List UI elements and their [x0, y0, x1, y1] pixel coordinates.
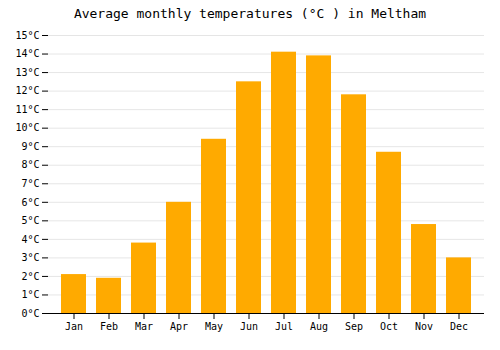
svg-text:Mar: Mar: [135, 321, 153, 332]
svg-text:Apr: Apr: [170, 321, 188, 332]
svg-text:15°C: 15°C: [15, 30, 39, 41]
svg-text:Jun: Jun: [240, 321, 258, 332]
svg-text:Feb: Feb: [100, 321, 118, 332]
svg-text:Jul: Jul: [275, 321, 293, 332]
svg-text:5°C: 5°C: [21, 215, 39, 226]
svg-text:Nov: Nov: [415, 321, 433, 332]
html-text:Average monthly temperatures (: Average monthly temperatures (°C ) in Me…: [73, 6, 427, 21]
svg-text:Sep: Sep: [345, 321, 363, 332]
svg-text:7°C: 7°C: [21, 178, 39, 189]
svg-text:0°C: 0°C: [21, 308, 39, 319]
svg-text:11°C: 11°C: [15, 104, 39, 115]
svg-text:4°C: 4°C: [21, 234, 39, 245]
svg-text:3°C: 3°C: [21, 252, 39, 263]
svg-text:8°C: 8°C: [21, 159, 39, 170]
svg-text:2°C: 2°C: [21, 271, 39, 282]
svg-text:12°C: 12°C: [15, 85, 39, 96]
svg-text:May: May: [205, 321, 223, 332]
svg-text:Oct: Oct: [380, 321, 398, 332]
svg-text:Jan: Jan: [65, 321, 83, 332]
svg-text:Dec: Dec: [450, 321, 468, 332]
svg-text:14°C: 14°C: [15, 48, 39, 59]
svg-text:9°C: 9°C: [21, 141, 39, 152]
svg-text:Aug: Aug: [310, 321, 328, 332]
svg-text:6°C: 6°C: [21, 197, 39, 208]
svg-text:1°C: 1°C: [21, 289, 39, 300]
svg-text:13°C: 13°C: [15, 67, 39, 78]
svg-text:10°C: 10°C: [15, 122, 39, 133]
